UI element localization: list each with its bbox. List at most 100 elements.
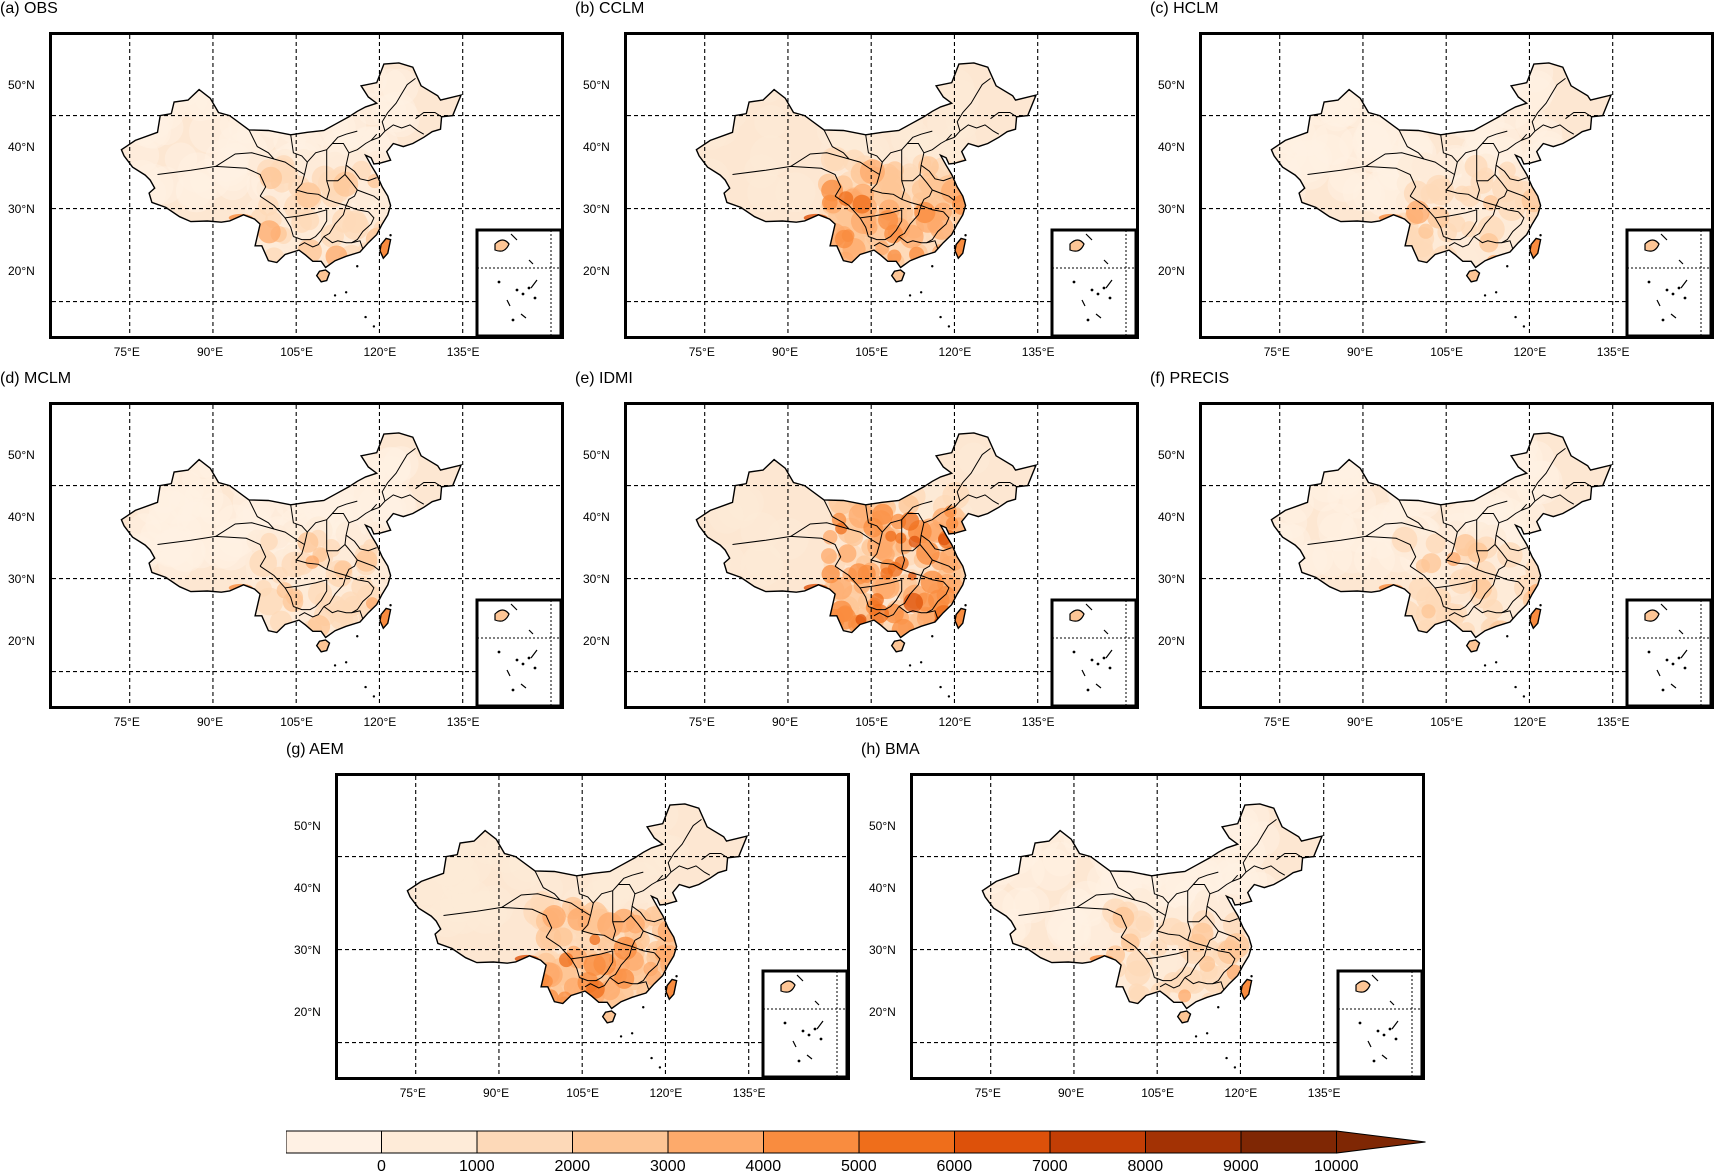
lon-tick-label: 90°E <box>771 345 799 359</box>
lon-tick-label: 135°E <box>1021 715 1055 729</box>
lat-tick-label: 20°N <box>583 633 610 648</box>
lon-tick-label: 135°E <box>1021 345 1055 359</box>
lon-tick-label: 75°E <box>1263 345 1290 359</box>
lon-tick-label: 75°E <box>399 1086 426 1100</box>
lat-tick-label: 50°N <box>583 77 610 92</box>
lat-tick-label: 30°N <box>1158 201 1185 216</box>
map-frame <box>624 402 1139 709</box>
lat-tick-label: 20°N <box>294 1004 321 1019</box>
map-panel-obs: (a) OBS 50°N 40°N 30°N 20°N 75°E 90°E 105°E 120°… <box>0 0 565 360</box>
lat-tick-label: 40°N <box>583 509 610 524</box>
map-panel-cclm: (b) CCLM 50°N 40°N 30°N 20°N 75°E 90°E 105°E 120… <box>575 0 1140 360</box>
lon-tick-label: 135°E <box>446 345 480 359</box>
lon-tick-label: 120°E <box>363 345 397 359</box>
lon-tick-label: 75°E <box>1263 715 1290 729</box>
lat-tick-label: 40°N <box>8 139 35 154</box>
lon-tick-label: 75°E <box>688 715 715 729</box>
map-panel-mclm: (d) MCLM 50°N 40°N 30°N 20°N 75°E 90°E 105°E 120… <box>0 370 565 730</box>
colorbar-segment <box>572 1130 669 1154</box>
lat-tick-label: 50°N <box>583 447 610 462</box>
map-frame <box>910 773 1425 1080</box>
panel-title: (d) MCLM <box>0 370 72 387</box>
lat-tick-label: 50°N <box>1158 77 1185 92</box>
lon-tick-label: 75°E <box>113 345 140 359</box>
lat-tick-label: 30°N <box>1158 571 1185 586</box>
panel-title: (f) PRECIS <box>1150 370 1230 387</box>
china-map <box>913 776 1422 1077</box>
lon-tick-label: 105°E <box>1430 715 1464 729</box>
colorbar-tick-label: 0 <box>377 1158 386 1175</box>
lon-tick-label: 120°E <box>1513 715 1547 729</box>
colorbar-segment <box>476 1130 573 1154</box>
map-panel-hclm: (c) HCLM 50°N 40°N 30°N 20°N 75°E 90°E 105°E 120… <box>1150 0 1715 360</box>
lat-tick-label: 50°N <box>1158 447 1185 462</box>
lat-tick-label: 30°N <box>8 571 35 586</box>
lon-tick-label: 90°E <box>196 345 224 359</box>
lon-tick-label: 75°E <box>113 715 140 729</box>
panel-title: (b) CCLM <box>575 0 645 17</box>
colorbar-tick-label: 2000 <box>554 1158 591 1175</box>
colorbar-tick-label: 4000 <box>745 1158 782 1175</box>
lon-tick-label: 105°E <box>280 345 314 359</box>
lon-tick-label: 105°E <box>855 715 889 729</box>
lat-tick-label: 30°N <box>583 201 610 216</box>
colorbar-tick-label: 8000 <box>1127 1158 1164 1175</box>
lon-tick-label: 105°E <box>566 1086 600 1100</box>
panel-title: (g) AEM <box>286 741 344 758</box>
china-map <box>627 405 1136 706</box>
lon-tick-label: 105°E <box>855 345 889 359</box>
lon-tick-label: 90°E <box>482 1086 510 1100</box>
lat-tick-label: 40°N <box>1158 509 1185 524</box>
map-frame <box>624 32 1139 339</box>
lon-tick-label: 135°E <box>1596 715 1630 729</box>
lon-tick-label: 90°E <box>1057 1086 1085 1100</box>
lat-tick-label: 20°N <box>869 1004 896 1019</box>
lon-tick-label: 120°E <box>363 715 397 729</box>
lat-tick-label: 40°N <box>8 509 35 524</box>
colorbar-tick-label: 7000 <box>1032 1158 1068 1175</box>
colorbar-tick-label: 9000 <box>1223 1158 1259 1175</box>
colorbar-segment <box>954 1130 1051 1154</box>
colorbar-segment <box>763 1130 860 1154</box>
colorbar-tick-label: 10000 <box>1314 1158 1359 1175</box>
panel-title: (a) OBS <box>0 0 58 17</box>
panel-title: (e) IDMI <box>575 370 633 387</box>
map-frame <box>335 773 850 1080</box>
colorbar-tick-label: 3000 <box>650 1158 686 1175</box>
map-frame <box>49 32 564 339</box>
china-map <box>338 776 847 1077</box>
panel-title: (c) HCLM <box>1150 0 1219 17</box>
lat-tick-label: 20°N <box>8 633 35 648</box>
lon-tick-label: 75°E <box>688 345 715 359</box>
lon-tick-label: 120°E <box>649 1086 683 1100</box>
china-map <box>627 35 1136 336</box>
lon-tick-label: 90°E <box>1346 715 1374 729</box>
panel-title: (h) BMA <box>861 741 920 758</box>
china-map <box>52 35 561 336</box>
lon-tick-label: 75°E <box>974 1086 1001 1100</box>
map-panel-precis: (f) PRECIS 50°N 40°N 30°N 20°N 75°E 90°E 105°E 1… <box>1150 370 1715 730</box>
colorbar-tick-label: 6000 <box>936 1158 973 1175</box>
lat-tick-label: 30°N <box>583 571 610 586</box>
colorbar-segment <box>858 1130 955 1154</box>
lon-tick-label: 120°E <box>1224 1086 1258 1100</box>
map-panel-bma: (h) BMA 50°N 40°N 30°N 20°N 75°E 90°E 105°E 120°… <box>861 741 1426 1101</box>
colorbar-tick-label: 1000 <box>459 1158 495 1175</box>
lon-tick-label: 90°E <box>1346 345 1374 359</box>
lon-tick-label: 120°E <box>938 715 972 729</box>
china-map <box>1202 35 1711 336</box>
lat-tick-label: 30°N <box>869 942 896 957</box>
lat-tick-label: 30°N <box>8 201 35 216</box>
colorbar-segment <box>1049 1130 1146 1154</box>
colorbar-segment <box>1240 1130 1337 1154</box>
colorbar-segment <box>381 1130 478 1154</box>
lat-tick-label: 20°N <box>1158 633 1185 648</box>
lon-tick-label: 120°E <box>938 345 972 359</box>
lon-tick-label: 135°E <box>1307 1086 1341 1100</box>
lat-tick-label: 50°N <box>294 818 321 833</box>
lat-tick-label: 20°N <box>1158 263 1185 278</box>
lat-tick-label: 30°N <box>294 942 321 957</box>
lon-tick-label: 105°E <box>280 715 314 729</box>
map-frame <box>1199 402 1714 709</box>
lon-tick-label: 90°E <box>196 715 224 729</box>
